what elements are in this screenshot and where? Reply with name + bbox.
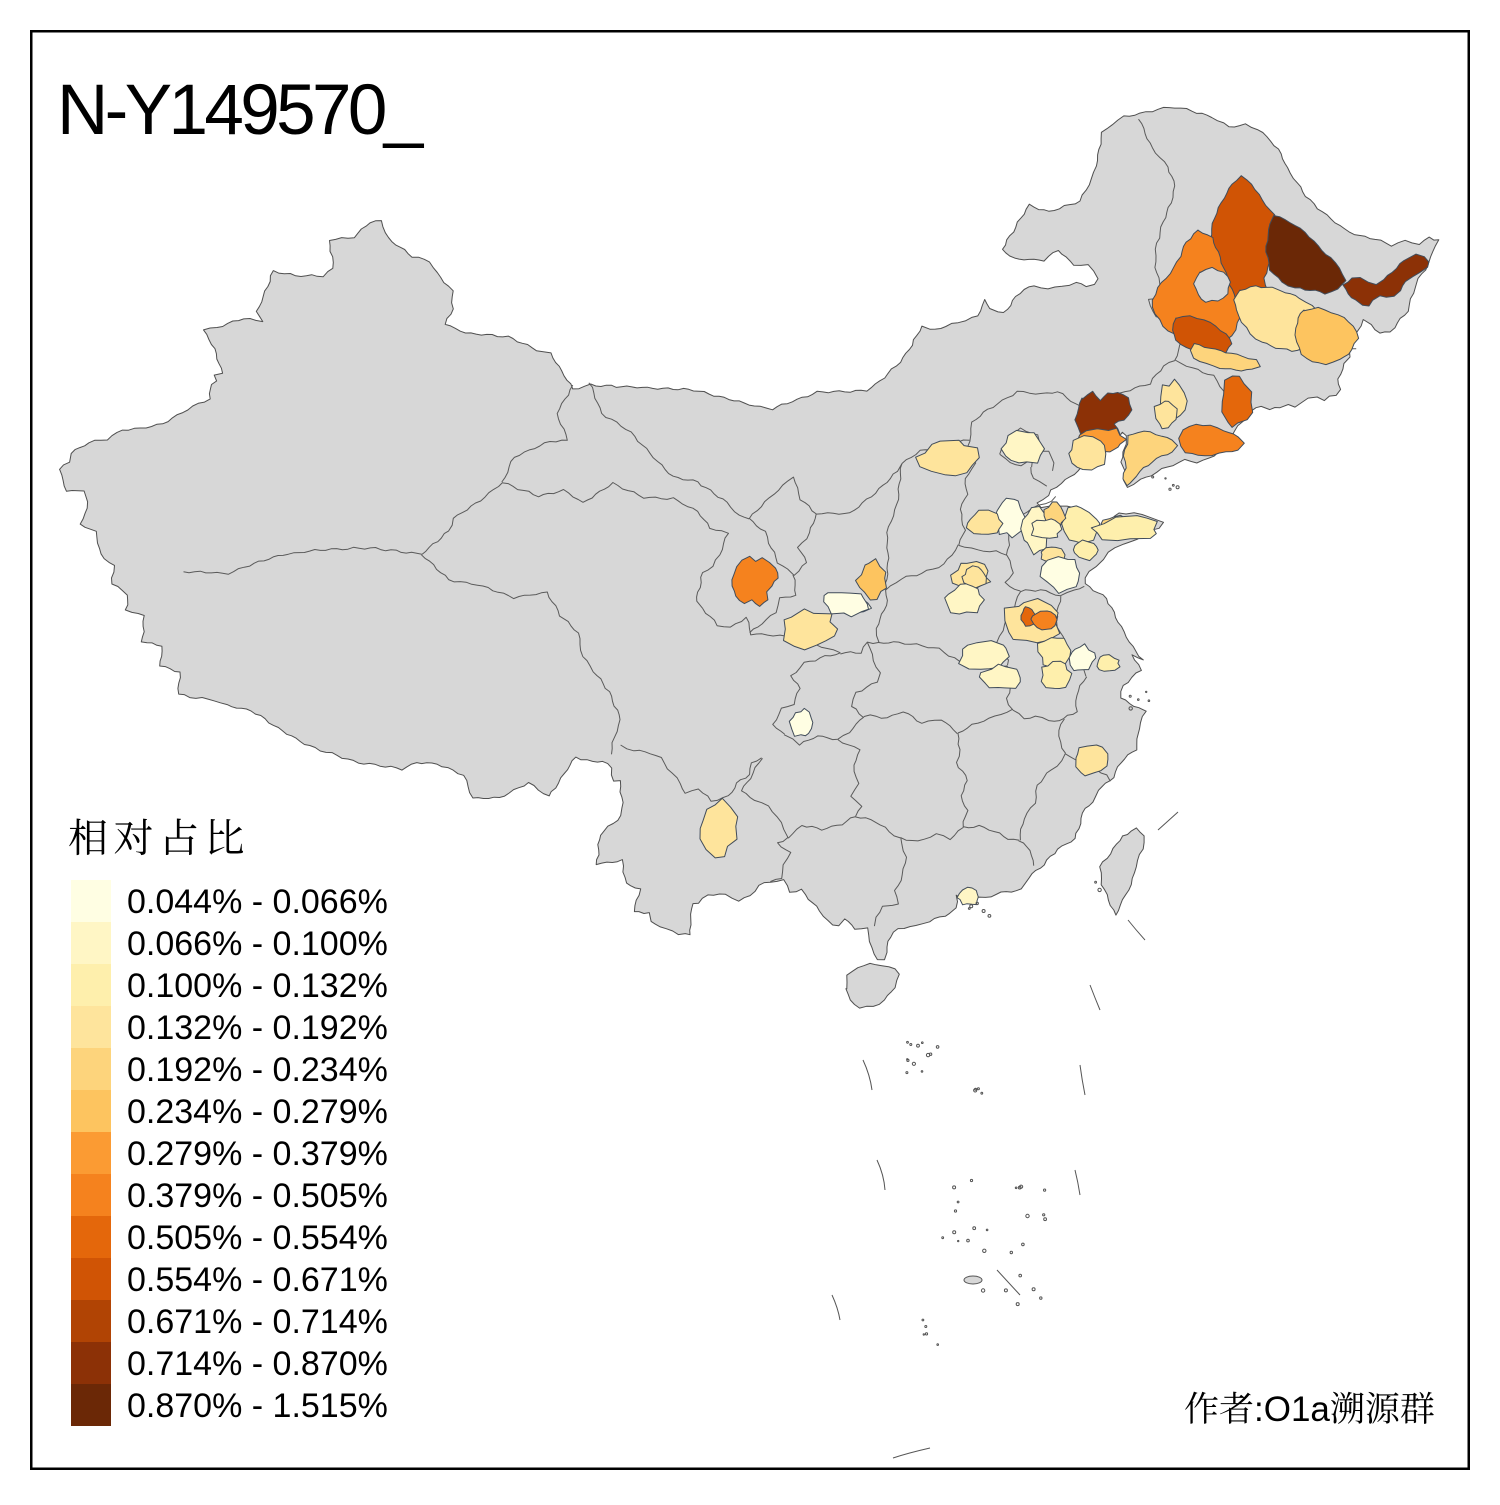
svg-text:0.100% - 0.132%: 0.100% - 0.132% xyxy=(127,967,388,1005)
svg-text:0.379% - 0.505%: 0.379% - 0.505% xyxy=(127,1177,388,1215)
svg-text:0.132% - 0.192%: 0.132% - 0.192% xyxy=(127,1009,388,1047)
svg-text:0.044% - 0.066%: 0.044% - 0.066% xyxy=(127,883,388,921)
svg-text:0.066% - 0.100%: 0.066% - 0.100% xyxy=(127,925,388,963)
svg-text::O1a: :O1a xyxy=(1254,1390,1330,1429)
svg-text:0.505% - 0.554%: 0.505% - 0.554% xyxy=(127,1219,388,1257)
svg-text:0.870% - 1.515%: 0.870% - 1.515% xyxy=(127,1387,388,1425)
svg-text:0.554% - 0.671%: 0.554% - 0.671% xyxy=(127,1261,388,1299)
svg-text:0.714% - 0.870%: 0.714% - 0.870% xyxy=(127,1345,388,1383)
svg-text:N-Y149570_: N-Y149570_ xyxy=(57,71,425,150)
svg-text:0.234% - 0.279%: 0.234% - 0.279% xyxy=(127,1093,388,1131)
svg-text:0.192% - 0.234%: 0.192% - 0.234% xyxy=(127,1051,388,1089)
svg-text:0.671% - 0.714%: 0.671% - 0.714% xyxy=(127,1303,388,1341)
svg-text:0.279% - 0.379%: 0.279% - 0.379% xyxy=(127,1135,388,1173)
